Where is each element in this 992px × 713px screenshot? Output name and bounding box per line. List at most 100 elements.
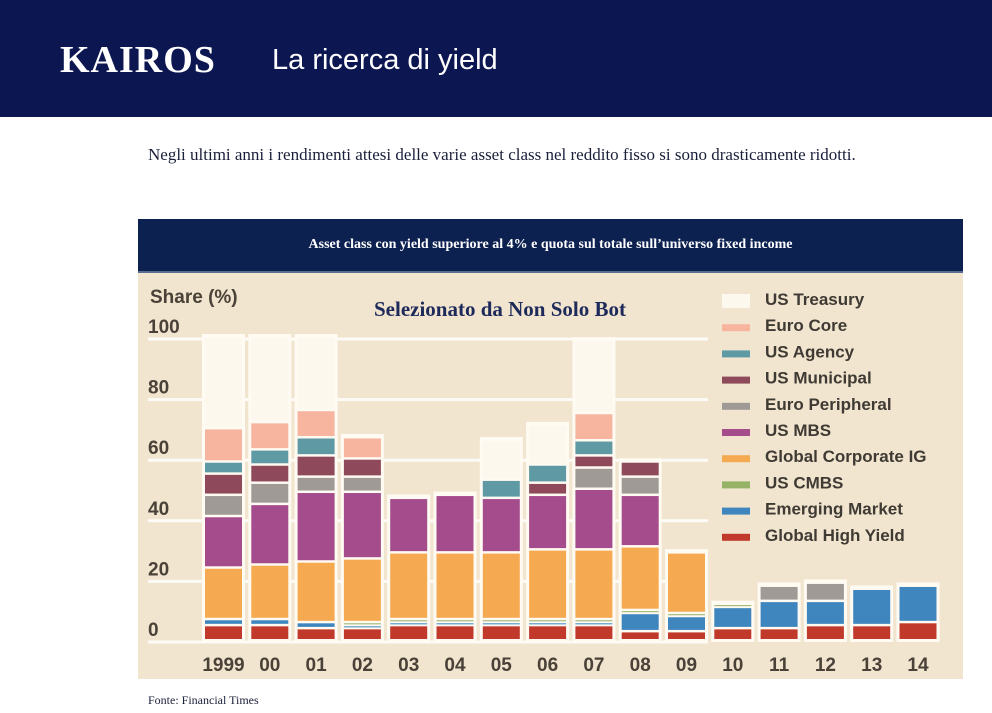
bar-segment-us-municipal-08 xyxy=(621,462,659,476)
bar-segment-us-treasury-1999 xyxy=(205,338,242,427)
legend-swatch xyxy=(722,376,750,384)
legend-label: Emerging Market xyxy=(765,500,903,519)
bar-segment-euro-core-00 xyxy=(251,423,289,449)
bar-segment-us-cmbs-05 xyxy=(482,620,520,622)
legend-label: US Agency xyxy=(765,342,855,361)
x-tick-label: 03 xyxy=(398,655,419,676)
bar-segment-global-high-yield-08 xyxy=(621,632,659,639)
watermark-text: Selezionato da Non Solo Bot xyxy=(374,297,626,321)
header-bar: KAIROS La ricerca di yield xyxy=(0,0,992,117)
bar-segment-us-municipal-00 xyxy=(251,465,289,482)
bar-segment-us-mbs-08 xyxy=(621,496,659,546)
legend-label: Global Corporate IG xyxy=(765,447,927,466)
bar-segment-emerging-market-07 xyxy=(575,623,613,625)
legend-swatch xyxy=(722,481,750,489)
bar-segment-emerging-market-03 xyxy=(390,623,428,625)
bar-segment-us-agency-1999 xyxy=(205,462,242,473)
bar-segment-global-corporate-ig-01 xyxy=(297,562,335,621)
bar-segment-global-corporate-ig-04 xyxy=(436,553,474,618)
bar-segment-euro-peripheral-1999 xyxy=(205,496,242,515)
bar-segment-emerging-market-06 xyxy=(529,623,567,625)
y-tick-label: 80 xyxy=(148,378,169,399)
bar-segment-euro-core-02 xyxy=(343,438,381,458)
legend-swatch xyxy=(722,455,750,463)
bar-segment-global-corporate-ig-09 xyxy=(668,553,705,612)
bar-segment-global-high-yield-13 xyxy=(853,626,891,639)
bar-segment-us-cmbs-04 xyxy=(436,620,474,622)
bar-segment-global-high-yield-12 xyxy=(806,626,844,639)
legend-swatch xyxy=(722,533,750,541)
bar-segment-global-high-yield-10 xyxy=(714,629,752,639)
bar-segment-global-corporate-ig-06 xyxy=(529,550,567,618)
y-tick-label: 100 xyxy=(148,317,180,338)
bar-segment-global-corporate-ig-03 xyxy=(390,553,428,618)
x-tick-label: 09 xyxy=(676,655,697,676)
bar-segment-emerging-market-13 xyxy=(853,589,891,624)
bar-segment-us-mbs-00 xyxy=(251,505,289,564)
bar-segment-euro-core-01 xyxy=(297,411,335,436)
bar-segment-global-high-yield-01 xyxy=(297,629,335,639)
bar-segment-emerging-market-00 xyxy=(251,620,289,624)
legend-swatch xyxy=(722,402,750,410)
bar-segment-emerging-market-11 xyxy=(760,602,798,627)
bar-segment-us-cmbs-06 xyxy=(529,620,567,622)
bar-segment-global-high-yield-03 xyxy=(390,626,428,639)
bar-segment-us-agency-01 xyxy=(297,438,335,455)
bar-segment-us-mbs-02 xyxy=(343,493,381,558)
bar-segment-emerging-market-09 xyxy=(668,617,705,630)
legend-swatch xyxy=(722,507,750,515)
legend-label: Euro Core xyxy=(765,316,847,335)
kairos-logo: KAIROS xyxy=(60,39,216,81)
bar-segment-us-cmbs-02 xyxy=(343,623,381,625)
x-tick-label: 06 xyxy=(537,655,558,676)
bar-segment-emerging-market-04 xyxy=(436,623,474,625)
bar-segment-us-municipal-07 xyxy=(575,456,613,467)
bar-segment-global-high-yield-06 xyxy=(529,626,567,639)
bar-segment-us-treasury-06 xyxy=(529,426,567,464)
source-note: Fonte: Financial Times xyxy=(148,693,259,707)
bar-segment-global-high-yield-1999 xyxy=(205,626,242,639)
x-tick-label: 12 xyxy=(815,655,836,676)
bar-segment-global-high-yield-04 xyxy=(436,626,474,639)
y-tick-label: 20 xyxy=(148,559,169,580)
bar-segment-emerging-market-08 xyxy=(621,614,659,630)
bar-segment-us-treasury-01 xyxy=(297,338,335,409)
bar-segment-us-municipal-01 xyxy=(297,456,335,476)
bar-segment-us-municipal-1999 xyxy=(205,474,242,494)
bar-segment-euro-peripheral-12 xyxy=(806,583,844,600)
bar-segment-emerging-market-14 xyxy=(899,586,937,621)
chart-banner: Asset class con yield superiore al 4% e … xyxy=(138,219,963,273)
bar-segment-us-cmbs-09 xyxy=(668,614,705,616)
bar-segment-us-municipal-06 xyxy=(529,483,567,494)
stacked-bar-chart: 0 20 40 60 80 100 Share (%) 1999 00 01 02 03 04 05 06 0… xyxy=(138,273,963,679)
bar-segment-emerging-market-01 xyxy=(297,623,335,627)
bar-segment-euro-peripheral-07 xyxy=(575,468,613,488)
bar-segment-us-cmbs-07 xyxy=(575,620,613,622)
bar-segment-euro-peripheral-01 xyxy=(297,477,335,491)
y-tick-label: 40 xyxy=(148,499,169,520)
legend-label: US MBS xyxy=(765,421,831,440)
y-tick-label: 0 xyxy=(148,620,159,641)
bar-segment-global-high-yield-02 xyxy=(343,629,381,639)
bar-segment-global-high-yield-00 xyxy=(251,626,289,639)
bar-segment-us-municipal-02 xyxy=(343,459,381,476)
x-tick-label: 05 xyxy=(491,655,513,676)
x-tick-label: 11 xyxy=(769,655,790,676)
bar-segment-us-agency-00 xyxy=(251,450,289,464)
bar-segment-emerging-market-02 xyxy=(343,626,381,628)
x-tick-label: 01 xyxy=(306,655,328,676)
bar-segment-euro-peripheral-08 xyxy=(621,477,659,494)
legend-label: Euro Peripheral xyxy=(765,395,892,414)
bar-segment-us-mbs-03 xyxy=(390,499,428,552)
bar-segment-us-cmbs-03 xyxy=(390,620,428,622)
legend-label: US CMBS xyxy=(765,473,843,492)
bar-segment-euro-core-07 xyxy=(575,414,613,440)
bar-segment-us-cmbs-08 xyxy=(621,611,659,613)
chart-svg: 0 20 40 60 80 100 Share (%) 1999 00 01 02 03 04 05 06 0… xyxy=(148,287,940,676)
bar-segment-emerging-market-10 xyxy=(714,608,752,627)
legend-label: US Municipal xyxy=(765,369,872,388)
bar-segment-euro-peripheral-02 xyxy=(343,477,381,491)
bar-segment-global-corporate-ig-02 xyxy=(343,559,381,621)
x-tick-label: 08 xyxy=(630,655,651,676)
bar-segment-global-high-yield-09 xyxy=(668,632,705,639)
